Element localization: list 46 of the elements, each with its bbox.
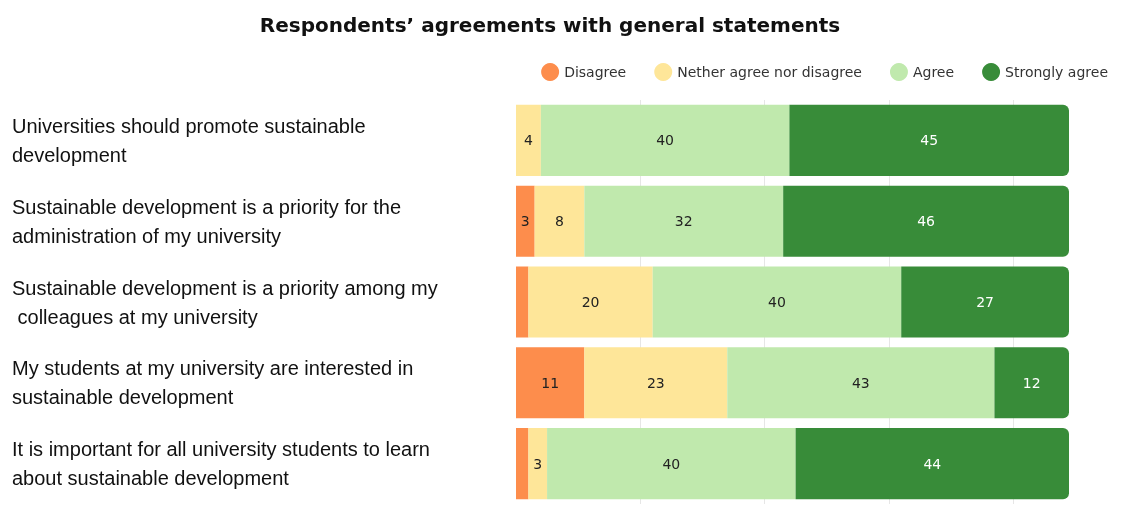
legend-label: Nether agree nor disagree (677, 64, 862, 80)
data-label: 32 (674, 213, 693, 230)
data-label: 3 (520, 213, 530, 230)
data-label: 4 (523, 132, 533, 149)
data-label: 45 (920, 132, 939, 149)
data-label: 40 (662, 455, 681, 472)
data-label: 46 (917, 213, 936, 230)
bar (584, 185, 784, 257)
bar (528, 266, 653, 338)
legend-label: Disagree (564, 64, 627, 80)
y-tick-label: Sustainable development is a priority for the administration of my university (12, 195, 407, 247)
legend-label: Agree (912, 64, 955, 80)
bar (783, 185, 1069, 257)
bar (534, 185, 585, 257)
bar (901, 266, 1069, 338)
bar (540, 104, 790, 176)
data-label: 20 (581, 294, 600, 310)
bar (516, 104, 541, 176)
bar (528, 428, 548, 500)
data-label: 3 (533, 455, 543, 472)
data-label: 40 (656, 132, 675, 149)
data-label: 12 (1022, 374, 1041, 391)
bar (727, 347, 995, 419)
data-label: 8 (555, 213, 564, 230)
bar (795, 428, 1069, 500)
data-label: 23 (646, 374, 665, 391)
data-label: 43 (851, 374, 870, 391)
bar (516, 428, 529, 500)
data-label: 11 (541, 374, 560, 391)
bar (547, 428, 796, 500)
data-label: 27 (976, 294, 995, 310)
bar (516, 347, 585, 419)
bar (516, 266, 529, 338)
y-tick-label: My students at my university are interested in sustainable development (12, 357, 419, 409)
bar (789, 104, 1069, 176)
y-tick-label: Sustainable development is a priority among my colleagues at my university (12, 276, 438, 328)
y-tick-label: Universities should promote sustainable development (12, 114, 372, 166)
bar (652, 266, 902, 338)
chart-title: Respondents’ agreements with general statements (259, 13, 841, 37)
data-label: 44 (923, 455, 942, 472)
bar (994, 347, 1069, 419)
bar (584, 347, 728, 419)
y-tick-label: It is important for all university students to learn about sustainable development (12, 438, 436, 490)
legend-label: Strongly agree (1005, 64, 1109, 80)
data-label: 40 (768, 294, 786, 310)
bar (516, 185, 535, 257)
